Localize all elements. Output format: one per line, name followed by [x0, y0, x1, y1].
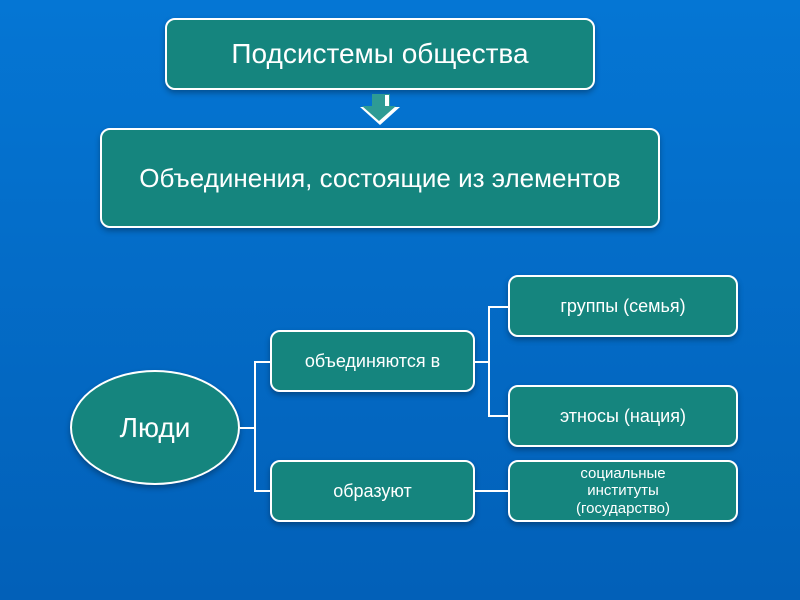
connector	[488, 306, 508, 308]
connector	[254, 361, 270, 363]
connector	[240, 427, 255, 429]
title-text: Подсистемы общества	[231, 38, 528, 70]
verb1-box: объединяются в	[270, 330, 475, 392]
subtitle-text: Объединения, состоящие из элементов	[139, 163, 620, 194]
people-node: Люди	[70, 370, 240, 485]
title-box: Подсистемы общества	[165, 18, 595, 90]
connector	[254, 490, 270, 492]
leaf2-box: этносы (нация)	[508, 385, 738, 447]
verb1-text: объединяются в	[305, 351, 440, 372]
leaf1-box: группы (семья)	[508, 275, 738, 337]
arrow-down-icon	[360, 94, 400, 124]
leaf3-line3: (государство)	[576, 500, 670, 517]
leaf3-line2: институты	[587, 482, 659, 499]
connector	[488, 415, 508, 417]
verb2-text: образуют	[333, 481, 412, 502]
connector	[475, 361, 488, 363]
connector	[475, 490, 508, 492]
leaf1-text: группы (семья)	[560, 296, 685, 317]
people-text: Люди	[120, 412, 191, 444]
leaf2-text: этносы (нация)	[560, 406, 686, 427]
subtitle-box: Объединения, состоящие из элементов	[100, 128, 660, 228]
leaf3-line1: социальные	[580, 465, 665, 482]
verb2-box: образуют	[270, 460, 475, 522]
connector	[488, 306, 490, 417]
leaf3-box: социальные институты (государство)	[508, 460, 738, 522]
connector	[254, 361, 256, 491]
